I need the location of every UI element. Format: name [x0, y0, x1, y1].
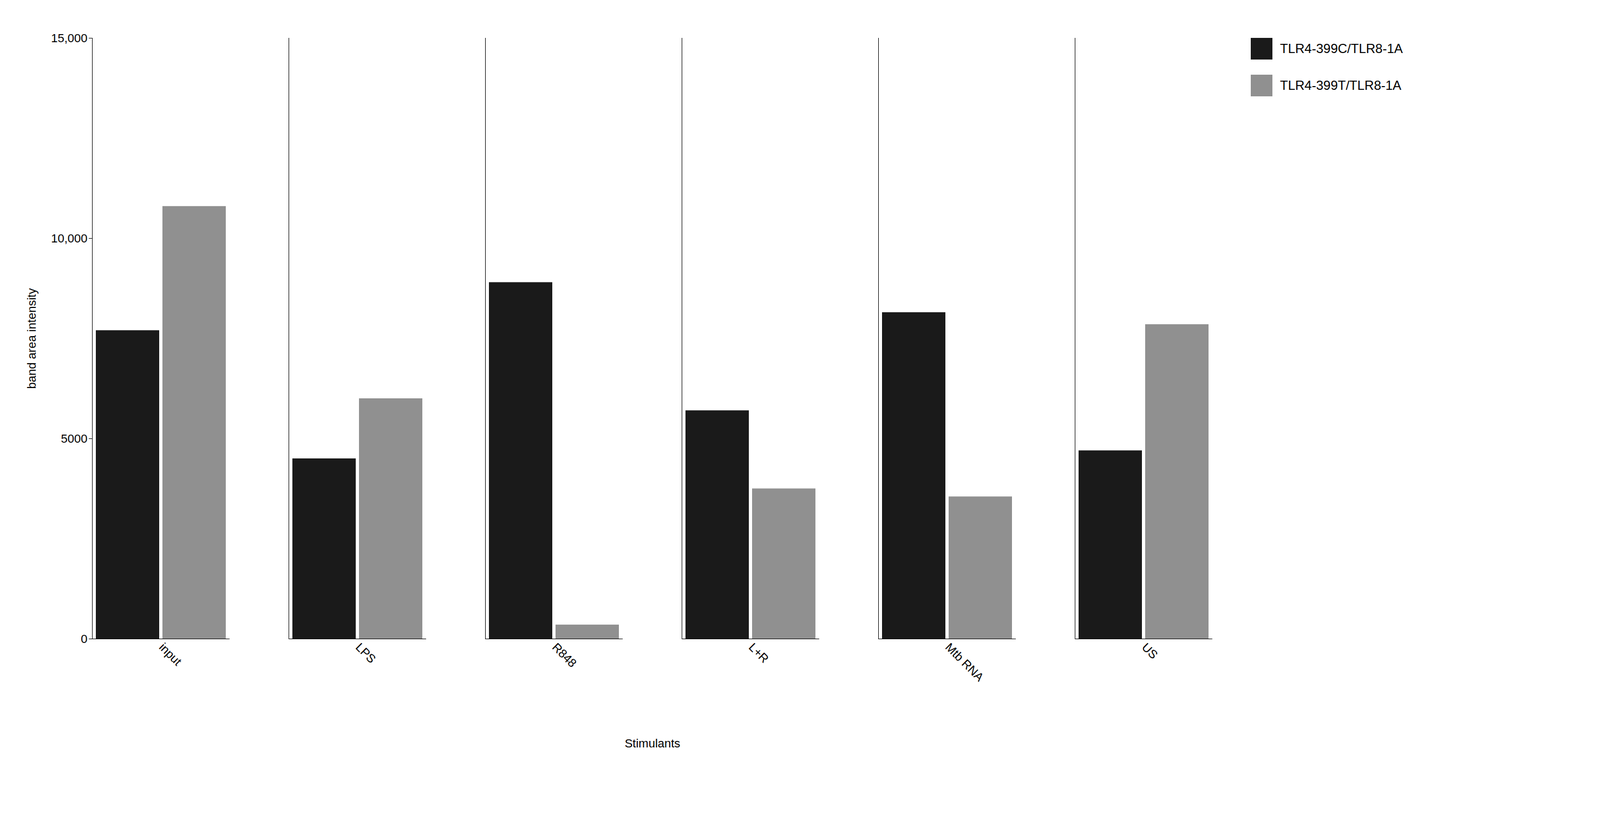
html-text:TLR4-399C/TLR8-1A: TLR4-399C/TLR8-1A — [1280, 41, 1403, 56]
svg-text:band area intensity: band area intensity — [24, 288, 39, 390]
svg-text:15,000: 15,000 — [50, 31, 88, 45]
svg-text:0: 0 — [80, 632, 88, 646]
svg-text:input: input — [156, 640, 185, 669]
svg-text:Stimulants: Stimulants — [624, 736, 681, 751]
svg-text:US: US — [1139, 640, 1161, 662]
svg-text:LPS: LPS — [353, 640, 379, 666]
svg-text:Mtb RNA: Mtb RNA — [942, 640, 987, 685]
svg-text:R848: R848 — [549, 640, 580, 671]
html-text:TLR4-399T/TLR8-1A: TLR4-399T/TLR8-1A — [1280, 77, 1402, 93]
svg-text:L+R: L+R — [746, 640, 772, 666]
svg-text:5000: 5000 — [61, 432, 88, 446]
svg-text:10,000: 10,000 — [50, 231, 88, 246]
